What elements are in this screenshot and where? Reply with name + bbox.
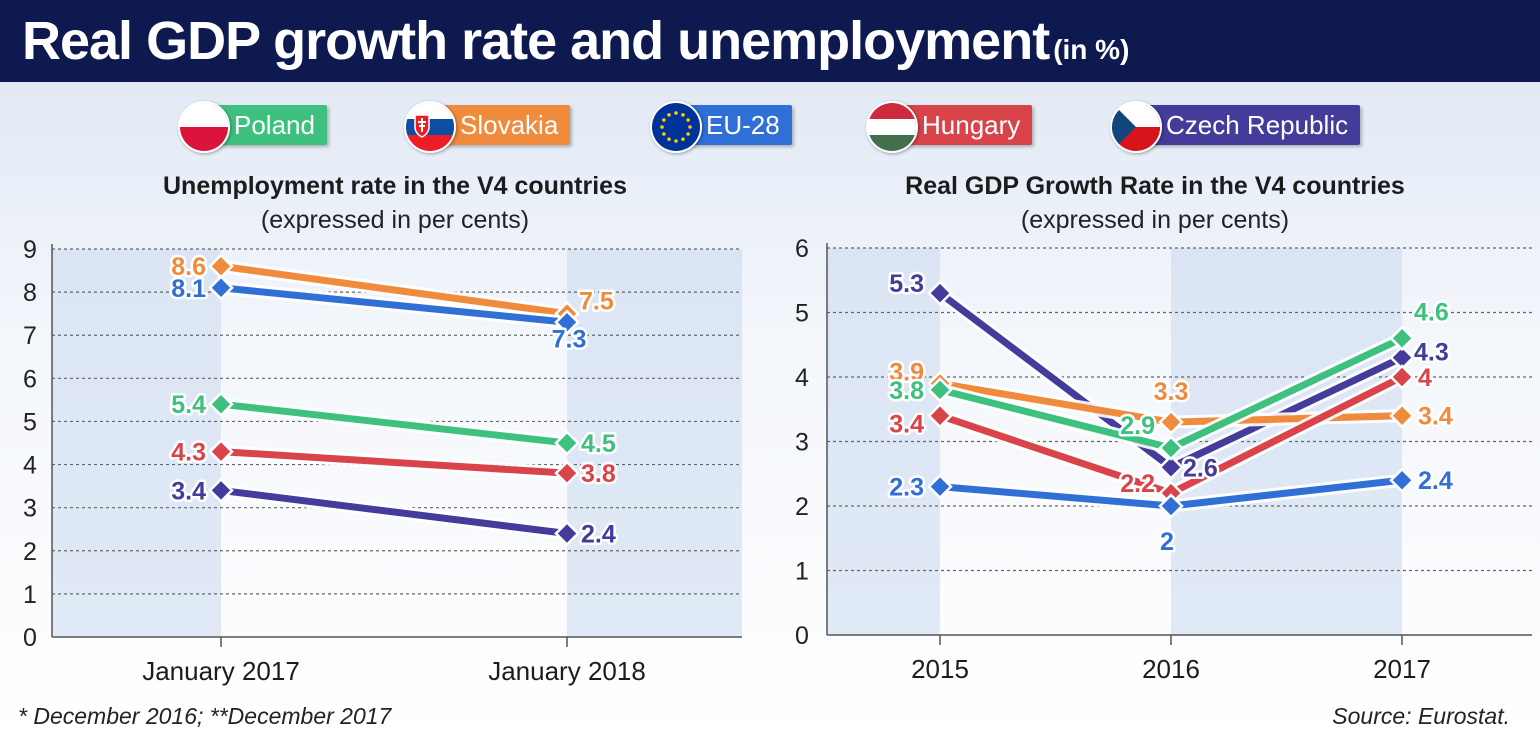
data-label-czech-republic: 2.6 — [1183, 454, 1218, 482]
data-point-poland — [554, 430, 580, 456]
y-tick-label: 3 — [23, 495, 37, 523]
title-unit: (in %) — [1053, 34, 1130, 65]
data-label-hungary: 3.4 — [889, 411, 924, 439]
series-line-hungary — [220, 448, 568, 477]
x-tick-label: January 2017 — [142, 656, 300, 686]
unemployment-chart: 0 1 2 3 4 5 6 7 8 9 January 2017 January 2018 8.6 7.5… — [23, 236, 742, 686]
data-point-eu-28 — [554, 309, 580, 336]
data-label-eu-28: 2.3 — [889, 474, 924, 502]
x-tick-label: January 2018 — [488, 656, 646, 686]
x-tick-label: 2016 — [1142, 654, 1200, 684]
data-label-hungary: 4 — [1418, 364, 1432, 392]
source-note: Source: Eurostat. — [1332, 703, 1510, 729]
y-tick-label: 2 — [795, 493, 809, 521]
data-label-eu-28: 2 — [1160, 528, 1174, 556]
y-tick-label: 1 — [795, 558, 809, 586]
gdp-chart-title: Real GDP Growth Rate in the V4 countries — [905, 172, 1405, 200]
data-point-hungary — [208, 438, 234, 465]
data-label-slovakia: 3.3 — [1154, 378, 1189, 406]
data-point-czech-republic — [1158, 454, 1184, 481]
data-label-eu-28: 8.1 — [171, 275, 206, 303]
data-label-hungary: 2.2 — [1120, 470, 1155, 498]
data-point-poland — [927, 377, 953, 403]
gdp-chart-subtitle: (expressed in per cents) — [1020, 206, 1290, 234]
data-label-czech-republic: 3.4 — [171, 477, 206, 505]
x-tick-label: 2015 — [911, 654, 969, 684]
data-point-czech-republic — [554, 520, 580, 547]
data-point-eu-28 — [1158, 493, 1184, 519]
data-label-hungary: 4.3 — [171, 439, 206, 467]
data-point-hungary — [927, 402, 953, 429]
header-bar: Real GDP growth rate and unemployment (in… — [0, 0, 1540, 82]
data-point-czech-republic — [208, 477, 234, 504]
hungary-flag-icon — [866, 101, 918, 153]
y-tick-label: 0 — [795, 622, 809, 650]
data-point-hungary — [1389, 364, 1415, 390]
czech-flag-icon — [1110, 101, 1162, 153]
footnote: * December 2016; **December 2017 — [18, 703, 392, 729]
series-line-poland — [220, 400, 568, 447]
data-point-hungary — [554, 460, 580, 486]
y-tick-label: 9 — [23, 236, 37, 264]
data-point-poland — [1158, 435, 1184, 461]
data-label-slovakia: 7.5 — [579, 288, 614, 316]
data-point-czech-republic — [927, 280, 953, 306]
data-label-slovakia: 3.4 — [1418, 403, 1453, 431]
series-line-slovakia — [220, 262, 568, 318]
data-point-poland — [208, 391, 234, 417]
x-tick-label: 2017 — [1373, 654, 1431, 684]
gdp-chart: 0 1 2 3 4 5 6 2015 2016 2017 5.3 2.6 4.3 3.9 3.3 3.4 3.8… — [795, 235, 1532, 684]
data-label-slovakia: 8.6 — [171, 253, 206, 281]
data-point-eu-28 — [1389, 467, 1415, 493]
data-point-slovakia — [1158, 409, 1184, 435]
y-tick-label: 6 — [23, 365, 37, 393]
data-label-czech-republic: 5.3 — [889, 270, 924, 298]
y-tick-label: 4 — [795, 364, 809, 392]
slovakia-flag-icon — [404, 101, 456, 153]
series-line-czech-republic — [220, 486, 568, 538]
unemployment-chart-title: Unemployment rate in the V4 countries — [163, 172, 627, 200]
y-tick-label: 8 — [23, 279, 37, 307]
page-title: Real GDP growth rate and unemployment (in… — [22, 6, 1129, 85]
y-tick-label: 3 — [795, 429, 809, 457]
data-point-eu-28 — [927, 473, 953, 500]
shaded-band — [567, 249, 742, 637]
unemployment-chart-subtitle: (expressed in per cents) — [260, 206, 530, 234]
data-label-eu-28: 2.4 — [1418, 467, 1453, 495]
y-tick-label: 5 — [23, 408, 37, 436]
y-tick-label: 5 — [795, 300, 809, 328]
data-point-eu-28 — [208, 275, 234, 301]
legend-label-czech-republic: Czech Republic — [1128, 105, 1361, 145]
data-label-poland: 5.4 — [171, 391, 206, 419]
y-tick-label: 2 — [23, 538, 37, 566]
data-point-poland — [1389, 325, 1415, 352]
data-label-eu-28: 7.3 — [552, 325, 587, 353]
data-label-slovakia: 3.9 — [889, 358, 924, 386]
poland-flag-icon — [178, 101, 230, 153]
data-label-poland: 4.6 — [1414, 298, 1449, 326]
data-label-czech-republic: 4.3 — [1414, 339, 1449, 367]
data-label-poland: 4.5 — [581, 430, 616, 458]
data-label-hungary: 3.8 — [581, 460, 616, 488]
y-tick-label: 4 — [23, 452, 37, 480]
shaded-band — [52, 249, 221, 637]
data-label-poland: 3.8 — [889, 377, 924, 405]
y-tick-label: 0 — [23, 624, 37, 652]
title-text: Real GDP growth rate and unemployment — [22, 11, 1050, 71]
y-tick-label: 1 — [23, 581, 37, 609]
series-line-eu-28 — [220, 284, 568, 326]
data-label-poland: 2.9 — [1120, 412, 1155, 440]
y-tick-label: 6 — [795, 235, 809, 263]
data-point-slovakia — [1389, 402, 1415, 429]
data-label-czech-republic: 2.4 — [581, 521, 616, 549]
y-tick-label: 7 — [23, 322, 37, 350]
eu-flag-icon — [650, 101, 702, 153]
